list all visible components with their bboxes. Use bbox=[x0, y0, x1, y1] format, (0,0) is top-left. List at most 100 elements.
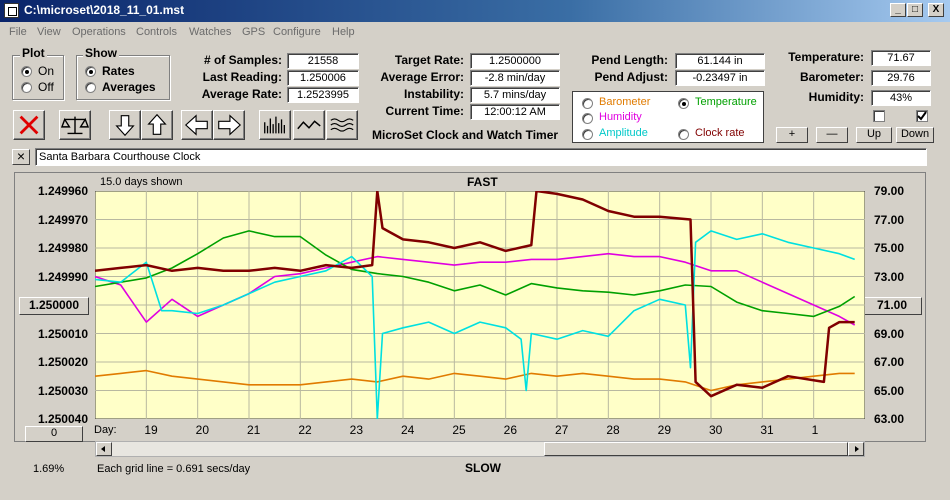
line-view-button[interactable] bbox=[293, 110, 325, 140]
percent-label: 1.69% bbox=[33, 463, 65, 475]
series-temperature bbox=[95, 230, 856, 318]
right-center-value-button[interactable]: 71.00 bbox=[862, 297, 922, 315]
center-value-button[interactable]: 1.250000 bbox=[19, 297, 89, 315]
x-tick-label: 31 bbox=[760, 423, 774, 437]
clock-name-field[interactable]: Santa Barbara Courthouse Clock bbox=[35, 148, 927, 166]
horizontal-scrollbar[interactable] bbox=[95, 441, 865, 457]
menu-controls[interactable]: Controls bbox=[136, 26, 177, 38]
stop-button[interactable] bbox=[13, 110, 45, 140]
pend-length-value: 61.144 in bbox=[675, 53, 765, 69]
scroll-left-button[interactable] bbox=[96, 442, 112, 456]
amplitude-radio[interactable] bbox=[582, 129, 593, 140]
left-tick-label: 1.249980 bbox=[37, 241, 88, 255]
grid-note: Each grid line = 0.691 secs/day bbox=[97, 463, 251, 475]
humidity-radio[interactable] bbox=[582, 113, 593, 124]
arrow-left-button[interactable] bbox=[181, 110, 213, 140]
avg-rate-label: Average Rate: bbox=[201, 87, 282, 101]
wave-view-button[interactable] bbox=[326, 110, 358, 140]
x-tick-label: 30 bbox=[709, 423, 723, 437]
bars-view-button[interactable] bbox=[259, 110, 291, 140]
balance-scale-icon bbox=[60, 116, 90, 135]
barometer-value: 29.76 bbox=[871, 70, 931, 86]
series-amplitude bbox=[95, 230, 855, 419]
right-tick-label: 67.00 bbox=[874, 355, 905, 369]
down-button[interactable]: Down bbox=[896, 127, 934, 143]
barometer-series-label[interactable]: Barometer bbox=[599, 96, 651, 108]
humidity-series-label[interactable]: Humidity bbox=[599, 111, 642, 123]
left-tick-label: 1.250020 bbox=[37, 355, 88, 369]
day-label: Day: bbox=[94, 424, 117, 436]
clear-clock-button[interactable]: × bbox=[12, 149, 30, 165]
amplitude-series-label[interactable]: Amplitude bbox=[599, 127, 648, 139]
clock-rate-series-label[interactable]: Clock rate bbox=[695, 127, 745, 139]
minus-button[interactable]: — bbox=[816, 127, 848, 143]
zero-button[interactable]: 0 bbox=[25, 426, 83, 442]
minimize-button[interactable]: _ bbox=[890, 3, 906, 17]
x-tick-label: 20 bbox=[195, 423, 210, 437]
menu-help[interactable]: Help bbox=[332, 26, 355, 38]
series-selector: Barometer Temperature Humidity Amplitude… bbox=[572, 91, 764, 143]
left-tick-label: 1.250040 bbox=[37, 412, 88, 426]
show-averages-label[interactable]: Averages bbox=[102, 80, 156, 94]
x-tick-label: 26 bbox=[503, 423, 518, 437]
scroll-thumb[interactable] bbox=[544, 442, 848, 456]
target-rate-value: 1.2500000 bbox=[470, 53, 560, 69]
arrow-up-icon bbox=[147, 113, 167, 135]
left-checkbox[interactable] bbox=[873, 110, 885, 122]
right-tick-label: 63.00 bbox=[874, 412, 905, 426]
pend-adjust-label: Pend Adjust: bbox=[594, 70, 668, 84]
plus-button[interactable]: + bbox=[776, 127, 808, 143]
chart-plot-area[interactable] bbox=[95, 191, 865, 419]
right-tick-label: 65.00 bbox=[874, 383, 905, 398]
current-time-label: Current Time: bbox=[385, 104, 464, 118]
left-tick-label: 1.249970 bbox=[37, 212, 88, 227]
menu-configure[interactable]: Configure bbox=[273, 26, 321, 38]
temperature-value: 71.67 bbox=[871, 50, 931, 66]
days-shown-label: 15.0 days shown bbox=[100, 176, 183, 188]
up-button[interactable]: Up bbox=[856, 127, 892, 143]
wave-lines-icon bbox=[330, 118, 354, 132]
arrow-up-button[interactable] bbox=[141, 110, 173, 140]
right-checkbox[interactable] bbox=[916, 110, 928, 122]
clock-rate-radio[interactable] bbox=[678, 129, 689, 140]
instability-value: 5.7 mins/day bbox=[470, 87, 560, 103]
plot-off-label[interactable]: Off bbox=[38, 80, 54, 94]
show-rates-radio[interactable] bbox=[85, 66, 96, 77]
menu-operations[interactable]: Operations bbox=[72, 26, 126, 38]
show-rates-label[interactable]: Rates bbox=[102, 64, 135, 78]
bar-graph-icon bbox=[264, 116, 285, 134]
instability-label: Instability: bbox=[403, 87, 464, 101]
menu-gps[interactable]: GPS bbox=[242, 26, 266, 38]
menu-bar: File View Operations Controls Watches GP… bbox=[0, 22, 950, 42]
menu-watches[interactable]: Watches bbox=[189, 26, 232, 38]
arrow-down-button[interactable] bbox=[109, 110, 141, 140]
scroll-right-button[interactable] bbox=[848, 442, 864, 456]
current-time-value: 12:00:12 AM bbox=[470, 104, 560, 120]
plot-off-radio[interactable] bbox=[21, 82, 32, 93]
plot-group-title: Plot bbox=[20, 46, 47, 60]
last-reading-label: Last Reading: bbox=[202, 70, 282, 84]
fast-label: FAST bbox=[467, 175, 498, 189]
avg-error-value: -2.8 min/day bbox=[470, 70, 560, 86]
barometer-radio[interactable] bbox=[582, 98, 593, 109]
plot-on-label[interactable]: On bbox=[38, 64, 55, 78]
arrow-right-button[interactable] bbox=[213, 110, 245, 140]
arrow-left-icon bbox=[184, 114, 208, 136]
series-clock-rate bbox=[95, 191, 855, 398]
menu-file[interactable]: File bbox=[9, 26, 27, 38]
plot-on-radio[interactable] bbox=[21, 66, 32, 77]
balance-button[interactable] bbox=[59, 110, 91, 140]
humidity-label: Humidity: bbox=[808, 90, 864, 104]
temperature-series-label[interactable]: Temperature bbox=[695, 96, 757, 108]
menu-view[interactable]: View bbox=[37, 26, 61, 38]
title-bar[interactable]: C:\microset\2018_11_01.mst _ □ X bbox=[0, 0, 950, 22]
show-averages-radio[interactable] bbox=[85, 82, 96, 93]
window-title: C:\microset\2018_11_01.mst bbox=[24, 3, 185, 17]
maximize-button[interactable]: □ bbox=[907, 3, 923, 17]
x-tick-label: 25 bbox=[452, 423, 466, 437]
app-icon[interactable] bbox=[4, 3, 19, 18]
right-tick-label: 77.00 bbox=[874, 212, 905, 227]
show-group bbox=[76, 55, 170, 100]
temperature-radio[interactable] bbox=[678, 98, 689, 109]
close-button[interactable]: X bbox=[928, 3, 944, 17]
